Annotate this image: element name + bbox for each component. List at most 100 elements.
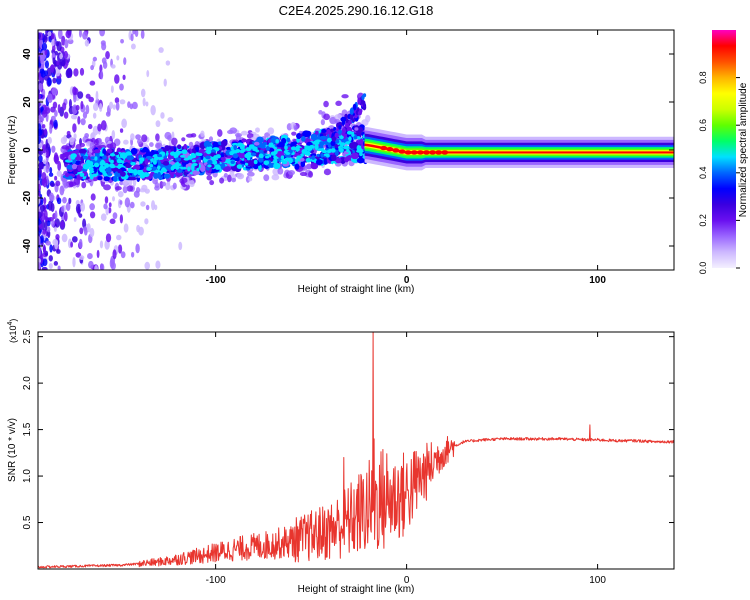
spectrogram-ridge-blob — [253, 141, 260, 146]
spectrogram-noise-blob — [48, 217, 54, 222]
spectrogram-noise-blob — [121, 118, 128, 128]
spectrogram-ridge-core — [275, 139, 280, 144]
colorbar-tick-label: 0.4 — [698, 167, 708, 180]
spectrogram-ridge-blob — [203, 140, 211, 148]
spectrogram-noise-blob — [54, 239, 59, 250]
colorbar-tick-label: 0.2 — [698, 214, 708, 227]
spectrogram-halo-blob — [267, 127, 275, 135]
spectrogram-ridge-core — [93, 162, 100, 168]
spectrogram-ridge-blob — [273, 162, 281, 170]
snr-y-tick-label: 2.5 — [22, 329, 33, 343]
spectrogram-noise-blob — [38, 93, 42, 99]
spectrogram-ridge-core — [359, 151, 363, 157]
spectrogram-ridge-core — [280, 159, 285, 163]
spectrogram-ridge-blob — [145, 151, 152, 156]
spectrogram-ridge-blob — [128, 176, 137, 181]
spectrogram-noise-blob — [48, 192, 55, 202]
spectrogram-noise-blob — [51, 33, 55, 40]
spectrogram-noise-blob — [51, 145, 56, 153]
spectrogram-halo-blob — [231, 177, 237, 183]
spectrogram-y-tick-label: 0 — [22, 147, 33, 153]
spectrogram-noise-blob — [64, 211, 68, 222]
spectrogram-ridge-core — [259, 149, 264, 155]
spectrogram-ridge-core — [230, 160, 235, 164]
colorbar-tick-label: 0.0 — [698, 262, 708, 275]
spectrogram-noise-blob — [82, 31, 88, 40]
spectrogram-ridge-blob — [284, 153, 292, 158]
spectrogram-halo-blob — [181, 177, 188, 183]
spectrogram-ridge-blob — [97, 176, 103, 181]
spectrogram-halo-blob — [320, 119, 325, 126]
spectrogram-streak-blob — [341, 118, 346, 126]
spectrogram-noise-blob — [153, 204, 158, 211]
spectrogram-noise-blob — [42, 244, 46, 255]
spectrogram-noise-blob — [138, 226, 144, 236]
spectrogram-ridge-core — [136, 170, 142, 176]
spectrogram-noise-blob — [73, 94, 77, 103]
spectrogram-noise-blob — [47, 31, 52, 37]
spectrogram-ridge-core — [240, 143, 245, 149]
spectrogram-halo-blob — [156, 142, 163, 150]
spectrogram-noise-blob — [51, 220, 55, 228]
spectrogram-ridge-core — [175, 157, 181, 162]
spectrogram-ridge-blob — [350, 152, 359, 160]
spectrogram-ridge-core — [195, 152, 200, 156]
snr-x-tick-label: -100 — [206, 575, 226, 586]
spectrogram-noise-blob — [145, 101, 149, 107]
spectrogram-ridge-core — [319, 141, 325, 146]
spectrogram-noise-blob — [57, 265, 61, 270]
spectrogram-noise-blob — [40, 106, 44, 113]
spectrogram-noise-blob — [112, 249, 117, 260]
spectrogram-noise-blob — [48, 255, 53, 262]
spectrogram-noise-blob — [65, 30, 72, 39]
spectrogram-ridge-blob — [335, 157, 342, 164]
spectrogram-ridge-blob — [117, 168, 123, 174]
spectrogram-ridge-blob — [334, 139, 340, 144]
spectrogram-noise-blob — [155, 260, 161, 269]
spectrogram-noise-blob — [68, 69, 73, 77]
snr-y-tick-label: 1.0 — [22, 469, 33, 483]
spectrogram-noise-blob — [38, 167, 42, 175]
spectrogram-noise-blob — [38, 211, 42, 219]
spectrogram-ridge-blob — [258, 156, 264, 163]
spectrogram-ridge-core — [215, 154, 221, 159]
spectrogram-noise-blob — [47, 77, 52, 86]
spectrogram-halo-blob — [115, 186, 122, 191]
spectrogram-noise-blob — [38, 82, 43, 91]
spectrogram-ridge-blob — [294, 165, 299, 170]
spectrogram-streak-blob — [351, 118, 356, 123]
spectrogram-ridge-core — [108, 163, 115, 168]
spectrogram-ridge-blob — [70, 153, 77, 158]
spectrogram-x-tick-label: 0 — [404, 275, 410, 286]
colorbar: 0.0 0.2 0.4 0.6 0.8 Normalized spectral ampl… — [698, 30, 749, 274]
colorbar-ramp — [712, 30, 736, 268]
spectrogram-halo-blob — [271, 174, 280, 181]
spectrogram-halo-blob — [190, 133, 197, 138]
spectrogram-halo-blob — [122, 179, 129, 187]
spectrogram-ridge-blob — [231, 142, 239, 147]
spectrogram-y-ticks: -40 -20 0 20 40 — [22, 48, 674, 253]
spectrogram-noise-blob — [56, 249, 61, 254]
spectrogram-noise-blob — [178, 241, 183, 251]
spectrogram-noise-blob — [51, 87, 58, 96]
spectrogram-ridge-blob — [192, 170, 201, 176]
spectrogram-noise-blob — [75, 252, 82, 258]
spectrogram-halo-blob — [123, 139, 129, 145]
spectrogram-ridge-blob — [212, 160, 218, 165]
spectrogram-streak-blob — [344, 122, 350, 128]
spectrogram-ridge-core — [246, 156, 251, 161]
spectrogram-halo-blob — [149, 142, 154, 147]
spectrogram-streak-blob — [357, 97, 361, 105]
spectrogram-noise-blob — [53, 226, 57, 232]
spectrogram-noise-blob — [80, 118, 86, 126]
spectrogram-y-tick-label: 20 — [22, 96, 33, 108]
spectrogram-ridge-blob — [296, 132, 302, 140]
spectrogram-noise-blob — [78, 238, 83, 249]
spectrogram-halo-blob — [126, 185, 134, 192]
spectrogram-noise-blob — [112, 196, 115, 202]
spectrogram-noise-blob — [115, 101, 120, 111]
spectrogram-noise-blob — [108, 101, 114, 110]
spectrogram-streak-blob — [362, 104, 367, 111]
spectrogram-noise-blob — [55, 180, 61, 187]
spectrogram-streak-blob — [361, 94, 365, 101]
